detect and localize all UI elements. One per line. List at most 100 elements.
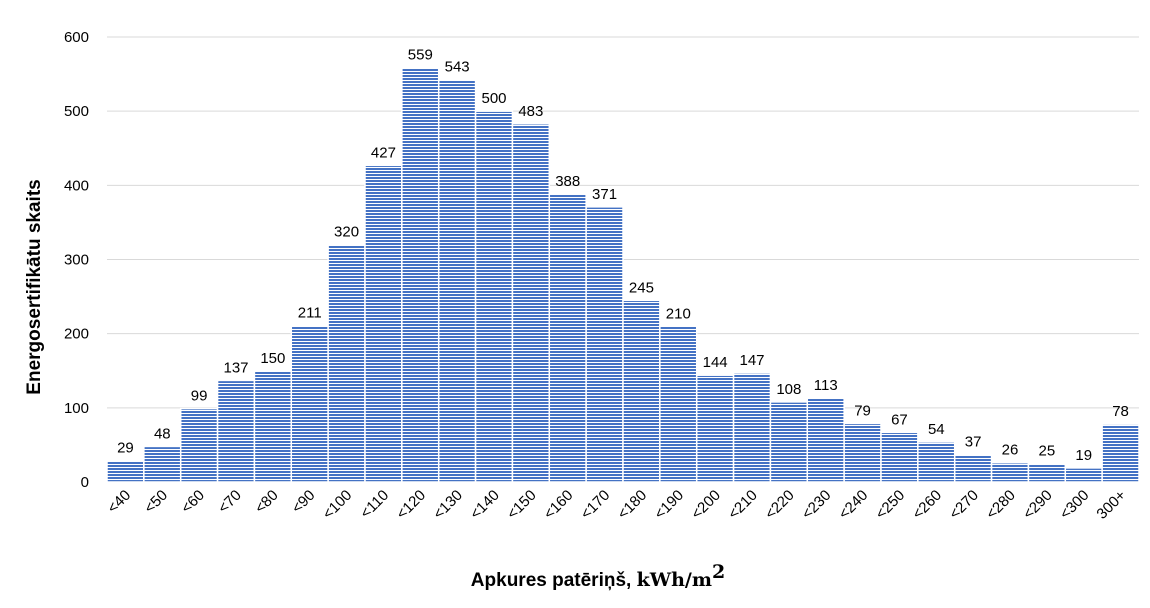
- bar-2: [179, 407, 219, 483]
- data-label: 388: [555, 173, 580, 190]
- bar-24: [990, 461, 1030, 483]
- x-tick-label: <240: [835, 487, 871, 523]
- x-tick-label: <290: [1020, 487, 1056, 523]
- data-label: 99: [191, 388, 208, 405]
- x-tick-label: <120: [393, 487, 429, 523]
- x-tick-label: <140: [467, 487, 503, 523]
- bar-0: [106, 459, 145, 483]
- y-tick-label: 200: [64, 326, 89, 343]
- x-tick-label: <90: [289, 487, 319, 517]
- data-label: 559: [408, 46, 433, 63]
- bar-4: [253, 370, 293, 483]
- data-label: 67: [891, 411, 908, 428]
- bar-6: [327, 243, 366, 483]
- bar-20: [843, 422, 882, 483]
- data-label: 29: [117, 439, 134, 456]
- x-tick-label: <110: [357, 487, 392, 522]
- data-label: 150: [260, 350, 285, 367]
- bar-16: [695, 374, 735, 483]
- x-tick-label: <70: [215, 487, 245, 517]
- x-tick-label: <180: [614, 487, 650, 523]
- data-label: 48: [154, 425, 171, 442]
- x-tick-label: <100: [319, 487, 355, 523]
- data-label: 371: [592, 186, 617, 203]
- bar-26: [1064, 467, 1103, 483]
- bar-27: [1101, 423, 1140, 483]
- data-label: 147: [739, 352, 764, 369]
- bar-18: [769, 401, 809, 483]
- data-label: 137: [223, 359, 248, 376]
- data-label: 245: [629, 279, 654, 296]
- bar-13: [585, 206, 624, 483]
- y-axis-ticks: 0 100 200 300 400 500 600: [64, 29, 89, 491]
- y-tick-label: 100: [64, 400, 89, 417]
- x-tick-label: <210: [725, 487, 761, 523]
- x-tick-label: <80: [252, 487, 282, 517]
- y-tick-label: 300: [64, 252, 89, 269]
- x-axis-title: Apkures patēriņš, kWh/m2: [471, 561, 725, 591]
- bar-25: [1027, 462, 1067, 483]
- x-tick-label: 300+: [1093, 487, 1129, 523]
- x-tick-label: <50: [141, 487, 171, 517]
- bars: [106, 66, 1140, 483]
- data-label: 37: [965, 434, 982, 451]
- bar-14: [622, 299, 661, 483]
- x-tick-label: <270: [946, 487, 982, 523]
- y-tick-label: 500: [64, 103, 89, 120]
- x-axis-title-text: Apkures patēriņš,: [471, 570, 637, 591]
- data-label: 19: [1075, 447, 1092, 464]
- x-axis-ticks: <40 <50 <60 <70 <80 <90 <100 <110 <120 <130 <140 <1…: [104, 487, 1129, 523]
- bar-23: [953, 453, 993, 483]
- x-tick-label: <200: [688, 487, 724, 523]
- data-label: 108: [776, 381, 801, 398]
- bar-5: [290, 324, 329, 483]
- x-axis-title-unit-exponent: 2: [712, 561, 725, 583]
- x-tick-label: <130: [430, 487, 466, 523]
- bar-10: [474, 110, 514, 483]
- y-tick-label: 600: [64, 29, 89, 46]
- data-label: 211: [298, 305, 322, 322]
- data-label: 543: [445, 58, 470, 75]
- bar-7: [364, 164, 403, 483]
- bar-21: [880, 431, 919, 483]
- data-label: 144: [703, 354, 728, 371]
- data-label: 427: [371, 144, 396, 161]
- x-tick-label: <60: [178, 487, 208, 517]
- x-tick-label: <300: [1057, 487, 1093, 523]
- bar-1: [143, 445, 182, 483]
- y-tick-label: 400: [64, 177, 89, 194]
- bar-19: [806, 397, 845, 483]
- bar-8: [401, 66, 440, 483]
- y-tick-label: 0: [81, 474, 89, 491]
- x-tick-label: <280: [983, 487, 1019, 523]
- bar-9: [437, 78, 477, 483]
- x-tick-label: <150: [504, 487, 540, 523]
- data-label: 320: [334, 224, 359, 241]
- y-axis-title: Energosertifikātu skaits: [24, 179, 45, 394]
- x-tick-label: <230: [799, 487, 835, 523]
- bar-3: [216, 379, 256, 483]
- data-label: 500: [481, 90, 506, 107]
- data-label: 210: [666, 305, 691, 322]
- data-label: 113: [814, 377, 838, 394]
- data-label: 78: [1112, 403, 1129, 420]
- x-tick-label: <220: [762, 487, 798, 523]
- bar-15: [659, 325, 698, 483]
- bar-22: [917, 441, 956, 483]
- bar-12: [548, 193, 587, 483]
- x-tick-label: <160: [541, 487, 577, 523]
- data-label: 483: [518, 103, 543, 120]
- data-label: 79: [854, 402, 871, 419]
- data-label: 25: [1039, 442, 1056, 459]
- x-tick-label: <190: [651, 487, 687, 523]
- data-label: 26: [1002, 442, 1019, 459]
- x-tick-label: <260: [909, 487, 945, 523]
- data-labels: 29 48 99 137 150 211 320 427 559 543 500 483 388 371 2…: [117, 46, 1129, 464]
- x-tick-label: <40: [104, 487, 134, 517]
- bar-11: [511, 123, 551, 483]
- x-tick-label: <250: [872, 487, 908, 523]
- bar-17: [732, 372, 772, 483]
- x-axis-title-unit: kWh/m: [637, 569, 712, 591]
- data-label: 54: [928, 421, 945, 438]
